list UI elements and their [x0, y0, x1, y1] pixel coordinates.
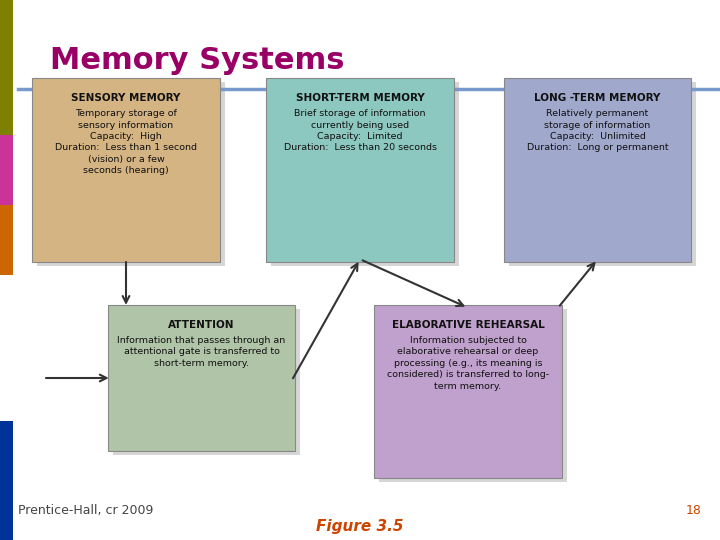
Text: ATTENTION: ATTENTION — [168, 320, 235, 330]
Text: ELABORATIVE REHEARSAL: ELABORATIVE REHEARSAL — [392, 320, 544, 330]
FancyBboxPatch shape — [271, 82, 459, 266]
Text: Information that passes through an
attentional gate is transferred to
short-term: Information that passes through an atten… — [117, 336, 286, 368]
FancyBboxPatch shape — [266, 78, 454, 262]
FancyBboxPatch shape — [32, 78, 220, 262]
Text: Brief storage of information
currently being used
Capacity:  Limited
Duration:  : Brief storage of information currently b… — [284, 109, 436, 152]
Text: 18: 18 — [686, 504, 702, 517]
Text: Memory Systems: Memory Systems — [50, 46, 345, 75]
FancyBboxPatch shape — [0, 135, 13, 205]
Text: Temporary storage of
sensory information
Capacity:  High
Duration:  Less than 1 : Temporary storage of sensory information… — [55, 109, 197, 176]
Text: LONG -TERM MEMORY: LONG -TERM MEMORY — [534, 93, 661, 103]
FancyBboxPatch shape — [509, 82, 696, 266]
Text: Relatively permanent
storage of information
Capacity:  Unlimited
Duration:  Long: Relatively permanent storage of informat… — [527, 109, 668, 152]
FancyBboxPatch shape — [113, 309, 300, 455]
FancyBboxPatch shape — [108, 305, 295, 451]
FancyBboxPatch shape — [379, 309, 567, 482]
Text: Figure 3.5: Figure 3.5 — [316, 518, 404, 534]
FancyBboxPatch shape — [0, 0, 13, 135]
Text: SENSORY MEMORY: SENSORY MEMORY — [71, 93, 181, 103]
Text: SHORT-TERM MEMORY: SHORT-TERM MEMORY — [296, 93, 424, 103]
Text: Information subjected to
elaborative rehearsal or deep
processing (e.g., its mea: Information subjected to elaborative reh… — [387, 336, 549, 390]
FancyBboxPatch shape — [374, 305, 562, 478]
FancyBboxPatch shape — [0, 421, 13, 540]
FancyBboxPatch shape — [0, 205, 13, 275]
FancyBboxPatch shape — [37, 82, 225, 266]
Text: Prentice-Hall, cr 2009: Prentice-Hall, cr 2009 — [18, 504, 153, 517]
FancyBboxPatch shape — [504, 78, 691, 262]
